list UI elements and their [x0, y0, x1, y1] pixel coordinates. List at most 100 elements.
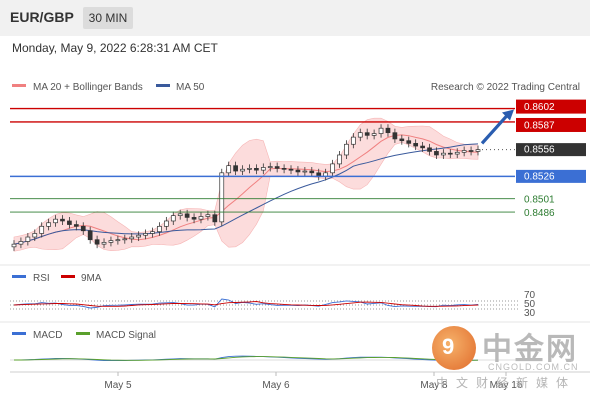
candle [254, 164, 259, 175]
candle [344, 140, 349, 159]
candle [46, 218, 51, 231]
level-tag-0.8602: 0.8602 [524, 102, 555, 113]
ma50-legend-swatch [156, 84, 170, 87]
candle [461, 146, 467, 157]
header-bar: EUR/GBP 30 MIN [0, 0, 590, 36]
candle [177, 209, 183, 220]
candle [420, 142, 425, 152]
candle [115, 235, 121, 245]
rsi-panel [10, 298, 518, 310]
candle [219, 168, 225, 226]
x-label-3: May 16 [490, 380, 523, 391]
candle [468, 146, 474, 156]
candle [378, 124, 384, 138]
cngold-watermark: 9 中金网 CNGOLD.COM.CN 中文财经新媒体 [432, 322, 582, 392]
rsi-tick-70: 70 [524, 290, 536, 301]
candle [441, 149, 446, 159]
candle [122, 234, 128, 244]
rsi-ma-legend: 9MA [81, 273, 102, 284]
x-label-1: May 6 [262, 380, 290, 391]
cngold-logo: 9 [432, 326, 476, 370]
credit-text: Research © 2022 Trading Central [431, 82, 580, 93]
candle [330, 159, 335, 177]
candle [143, 229, 148, 240]
x-label-0: May 5 [104, 380, 132, 391]
level-tag-bg-0.8602 [516, 99, 586, 114]
rsi-legend-swatch [12, 275, 26, 278]
macd-signal-legend-swatch [76, 332, 90, 335]
level-tag-0.8556: 0.8556 [524, 145, 555, 156]
candle [150, 227, 155, 238]
level-tag-bg-0.8587 [516, 117, 586, 132]
level-lines: 0.8602 0.8587 0.8556 0.8526 0.8501 0.8486 [10, 99, 586, 219]
pair-symbol: EUR/GBP [10, 9, 74, 25]
candle [434, 147, 439, 159]
candle [288, 165, 294, 175]
candle [447, 149, 453, 159]
candle [164, 216, 169, 231]
candle [399, 134, 405, 145]
watermark-cn-text: 中金网 [482, 332, 578, 367]
candle [302, 167, 308, 176]
level-label-0.8501: 0.8501 [524, 195, 555, 206]
candle [60, 215, 65, 225]
candle [25, 233, 31, 246]
candle [295, 166, 301, 176]
candle [32, 229, 38, 242]
candle [73, 220, 79, 231]
rsi-line [13, 298, 479, 309]
candle [247, 164, 252, 174]
candle [67, 216, 72, 229]
candle [39, 222, 45, 238]
candle [281, 164, 287, 174]
forecast-arrowhead [502, 109, 514, 121]
price-panel [11, 117, 515, 252]
candle [191, 213, 197, 224]
candle [337, 150, 342, 168]
candle [454, 148, 460, 159]
macd-legend-swatch [12, 332, 26, 335]
x-label-2: May 8 [420, 380, 448, 391]
macd-line [13, 355, 479, 361]
candle [136, 231, 142, 242]
ma20-legend: MA 20 + Bollinger Bands [33, 82, 143, 93]
candle [18, 237, 24, 249]
rsi-tick-50: 50 [524, 299, 536, 310]
candle [357, 128, 363, 142]
ma50-legend: MA 50 [176, 82, 205, 93]
timeframe-badge[interactable]: 30 MIN [83, 7, 133, 29]
candle [11, 240, 17, 251]
candle [80, 222, 86, 235]
candle [406, 136, 412, 148]
candle [260, 163, 266, 175]
candle [94, 235, 100, 249]
forecast-arrow [480, 113, 510, 145]
candle [101, 238, 107, 249]
level-tag-0.8526: 0.8526 [524, 171, 555, 182]
ma20-legend-swatch [12, 84, 26, 87]
rsi-ma-legend-swatch [61, 275, 75, 278]
candle [274, 162, 280, 173]
x-axis-labels: May 5 May 6 May 8 May 16 [104, 372, 523, 391]
candle [129, 233, 135, 243]
candle [427, 143, 432, 156]
watermark-sub: 中文财经新媒体 [436, 376, 577, 390]
candle [170, 211, 176, 225]
rsi-ma-line [13, 301, 479, 307]
rsi-legend: RSI [33, 273, 50, 284]
candle [364, 128, 370, 140]
level-tag-0.8587: 0.8587 [524, 120, 555, 131]
timestamp: Monday, May 9, 2022 6:28:31 AM CET [12, 41, 218, 55]
candle [233, 161, 238, 176]
level-tag-bg-0.8526 [516, 169, 586, 183]
candle [350, 133, 356, 149]
level-tag-bg-0.8556 [516, 143, 586, 157]
candle [226, 161, 232, 177]
candle [240, 165, 245, 176]
candle [371, 129, 377, 140]
macd-panel [10, 355, 518, 361]
candle [198, 212, 204, 224]
candle [392, 128, 398, 143]
candle [87, 226, 93, 244]
macd-signal-legend: MACD Signal [96, 330, 156, 341]
